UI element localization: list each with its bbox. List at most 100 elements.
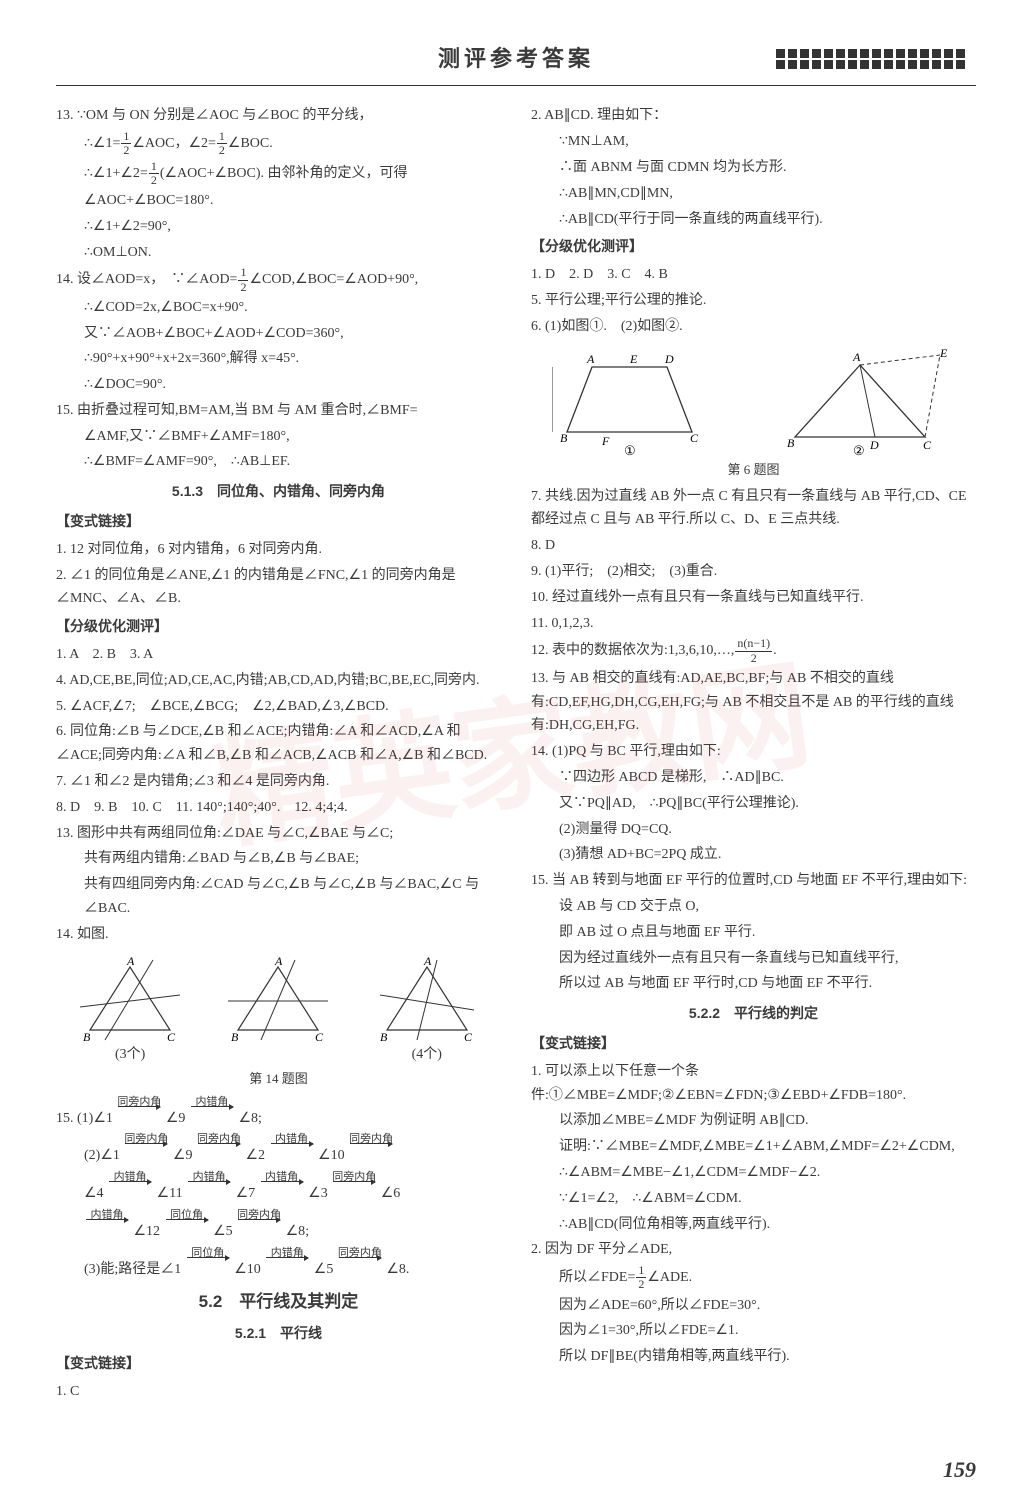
- lf-7: 13. 图形中共有两组同位角:∠DAE 与∠C,∠BAE 与∠C;: [56, 822, 501, 846]
- l14-1: ∴∠COD=2x,∠BOC=x+90°.: [56, 296, 501, 320]
- fig6-2: A E B D C ②: [765, 347, 955, 457]
- svg-text:D: D: [664, 352, 674, 366]
- lf-6: 8. D 9. B 10. C 11. 140°;140°;40°. 12. 4…: [56, 796, 501, 820]
- sec-52: 5.2 平行线及其判定: [56, 1288, 501, 1317]
- bianshi-head-2: 【变式链接】: [56, 1352, 501, 1376]
- svg-text:②: ②: [853, 443, 865, 457]
- rb-7: 所以∠FDE=12∠ADE.: [531, 1264, 976, 1291]
- rb-6: 2. 因为 DF 平分∠ADE,: [531, 1238, 976, 1262]
- l15-2: ∴∠BMF=∠AMF=90°, ∴AB⊥EF.: [56, 450, 501, 474]
- svg-text:①: ①: [624, 443, 636, 457]
- rf2-12: 15. 当 AB 转到与地面 EF 平行的位置时,CD 与地面 EF 不平行,理…: [531, 869, 976, 893]
- svg-text:B: B: [787, 436, 795, 450]
- rb-2: 证明:∵∠MBE=∠MDF,∠MBE=∠1+∠ABM,∠MDF=∠2+∠CDM,: [531, 1135, 976, 1159]
- fig14-labels: (3个) (4个): [56, 1043, 501, 1067]
- l13-5: ∴OM⊥ON.: [56, 241, 501, 265]
- fig14: A B C A B C A B C: [56, 955, 501, 1045]
- lf-1: 1. A 2. B 3. A: [56, 643, 501, 667]
- lf-8: 共有两组内错角:∠BAD 与∠B,∠B 与∠BAE;: [56, 847, 501, 871]
- rf2-2: 9. (1)平行; (2)相交; (3)重合.: [531, 560, 976, 584]
- lf-10: 14. 如图.: [56, 923, 501, 947]
- svg-text:A: A: [274, 955, 283, 968]
- fig14-tri2: A B C: [223, 955, 333, 1045]
- svg-text:B: B: [231, 1030, 239, 1044]
- rb-10: 所以 DF∥BE(内错角相等,两直线平行).: [531, 1345, 976, 1369]
- fig14-tri1: A B C: [75, 955, 185, 1045]
- rf2-16: 所以过 AB 与地面 EF 平行时,CD 与地面 EF 不平行.: [531, 972, 976, 996]
- header: 测评参考答案: [56, 40, 976, 77]
- l13-1: ∴∠1=12∠AOC，∠2=12∠BOC.: [56, 130, 501, 157]
- left-column: 13. ∵OM 与 ON 分别是∠AOC 与∠BOC 的平分线， ∴∠1=12∠…: [56, 104, 501, 1405]
- fig6: A E D B F C ① A E B D C: [531, 347, 976, 457]
- svg-text:A: A: [586, 352, 595, 366]
- lb-1: 1. 12 对同位角，6 对内错角，6 对同旁内角.: [56, 538, 501, 562]
- r2-0: 2. AB∥CD. 理由如下：: [531, 104, 976, 128]
- l14-4: ∴∠DOC=90°.: [56, 373, 501, 397]
- bianshi-head-1: 【变式链接】: [56, 510, 501, 534]
- svg-text:E: E: [629, 352, 638, 366]
- svg-text:B: B: [83, 1030, 91, 1044]
- header-rule: [56, 85, 976, 86]
- rb-1: 以添加∠MBE=∠MDF 为例证明 AB∥CD.: [531, 1109, 976, 1133]
- rf1-1: 5. 平行公理;平行公理的推论.: [531, 289, 976, 313]
- l13-3: ∠AOC+∠BOC=180°.: [56, 189, 501, 213]
- l15b-3: ∠4 内错角 ∠11 内错角 ∠7 内错角 ∠3 同旁内角 ∠6: [56, 1170, 501, 1206]
- bianshi-head-3: 【变式链接】: [531, 1032, 976, 1056]
- l14-0: 14. 设∠AOD=x， ∵∠AOD=12∠COD,∠BOC=∠AOD+90°,: [56, 266, 501, 293]
- svg-text:C: C: [167, 1030, 176, 1044]
- svg-text:C: C: [315, 1030, 324, 1044]
- fig6-caption: 第 6 题图: [531, 459, 976, 481]
- svg-text:C: C: [690, 431, 699, 445]
- r2-1: ∵MN⊥AM,: [531, 130, 976, 154]
- rb-8: 因为∠ADE=60°,所以∠FDE=30°.: [531, 1294, 976, 1318]
- fenji-head-1: 【分级优化测评】: [56, 615, 501, 639]
- svg-text:D: D: [869, 438, 879, 452]
- fig14-lbl-1: (3个): [75, 1043, 185, 1067]
- rf2-1: 8. D: [531, 534, 976, 558]
- rb-9: 因为∠1=30°,所以∠FDE=∠1.: [531, 1319, 976, 1343]
- rf2-7: 14. (1)PQ 与 BC 平行,理由如下:: [531, 740, 976, 764]
- r2-2: ∴面 ABNM 与面 CDMN 均为长方形.: [531, 156, 976, 180]
- rf1-0: 1. D 2. D 3. C 4. B: [531, 263, 976, 287]
- l15b-1: 15. (1)∠1 同旁内角 ∠9 内错角 ∠8;: [56, 1095, 501, 1131]
- l15b-5: (3)能;路径是∠1 同位角 ∠10 内错角 ∠5 同旁内角 ∠8.: [56, 1246, 501, 1282]
- header-title: 测评参考答案: [256, 40, 776, 77]
- header-decoration: [776, 44, 976, 74]
- fig14-tri3: A B C: [372, 955, 482, 1045]
- rf2-10: (2)测量得 DQ=CQ.: [531, 818, 976, 842]
- rf2-5: 12. 表中的数据依次为:1,3,6,10,…,n(n−1)2.: [531, 637, 976, 664]
- fig14-caption: 第 14 题图: [56, 1068, 501, 1090]
- l15-0: 15. 由折叠过程可知,BM=AM,当 BM 与 AM 重合时,∠BMF=: [56, 399, 501, 423]
- fig14-lbl-2: (4个): [372, 1043, 482, 1067]
- rb-0: 1. 可以添上以下任意一个条件:①∠MBE=∠MDF;②∠EBN=∠FDN;③∠…: [531, 1060, 976, 1108]
- lf-4: 6. 同位角:∠B 与∠DCE,∠B 和∠ACE;内错角:∠A 和∠ACD,∠A…: [56, 720, 501, 768]
- columns: 13. ∵OM 与 ON 分别是∠AOC 与∠BOC 的平分线， ∴∠1=12∠…: [56, 104, 976, 1405]
- lf-9: 共有四组同旁内角:∠CAD 与∠C,∠B 与∠C,∠B 与∠BAC,∠C 与∠B…: [56, 873, 501, 921]
- l14-3: ∴90°+x+90°+x+2x=360°,解得 x=45°.: [56, 347, 501, 371]
- right-column: 2. AB∥CD. 理由如下： ∵MN⊥AM, ∴面 ABNM 与面 CDMN …: [531, 104, 976, 1405]
- lb2-1: 1. C: [56, 1380, 501, 1404]
- rf2-15: 因为经过直线外一点有且只有一条直线与已知直线平行,: [531, 947, 976, 971]
- lf-3: 5. ∠ACF,∠7; ∠BCE,∠BCG; ∠2,∠BAD,∠3,∠BCD.: [56, 695, 501, 719]
- l15-1: ∠AMF,又∵∠BMF+∠AMF=180°,: [56, 425, 501, 449]
- svg-text:C: C: [923, 438, 932, 452]
- rf2-11: (3)猜想 AD+BC=2PQ 成立.: [531, 843, 976, 867]
- svg-text:C: C: [464, 1030, 473, 1044]
- rf2-0: 7. 共线.因为过直线 AB 外一点 C 有且只有一条直线与 AB 平行,CD、…: [531, 485, 976, 533]
- l13-2: ∴∠1+∠2=12(∠AOC+∠BOC). 由邻补角的定义，可得: [56, 160, 501, 187]
- rb-4: ∵∠1=∠2, ∴∠ABM=∠CDM.: [531, 1187, 976, 1211]
- rf2-3: 10. 经过直线外一点有且只有一条直线与已知直线平行.: [531, 586, 976, 610]
- svg-text:B: B: [380, 1030, 388, 1044]
- r2-3: ∴AB∥MN,CD∥MN,: [531, 182, 976, 206]
- l13-0: 13. ∵OM 与 ON 分别是∠AOC 与∠BOC 的平分线，: [56, 104, 501, 128]
- svg-text:A: A: [423, 955, 432, 968]
- page-number: 159: [943, 1451, 976, 1488]
- r2-4: ∴AB∥CD(平行于同一条直线的两直线平行).: [531, 208, 976, 232]
- lf-5: 7. ∠1 和∠2 是内错角;∠3 和∠4 是同旁内角.: [56, 770, 501, 794]
- rb-5: ∴AB∥CD(同位角相等,两直线平行).: [531, 1213, 976, 1237]
- svg-text:A: A: [126, 955, 135, 968]
- svg-text:A: A: [852, 350, 861, 364]
- rf1-2: 6. (1)如图①. (2)如图②.: [531, 315, 976, 339]
- sec-521: 5.2.1 平行线: [56, 1322, 501, 1346]
- svg-text:E: E: [939, 347, 948, 360]
